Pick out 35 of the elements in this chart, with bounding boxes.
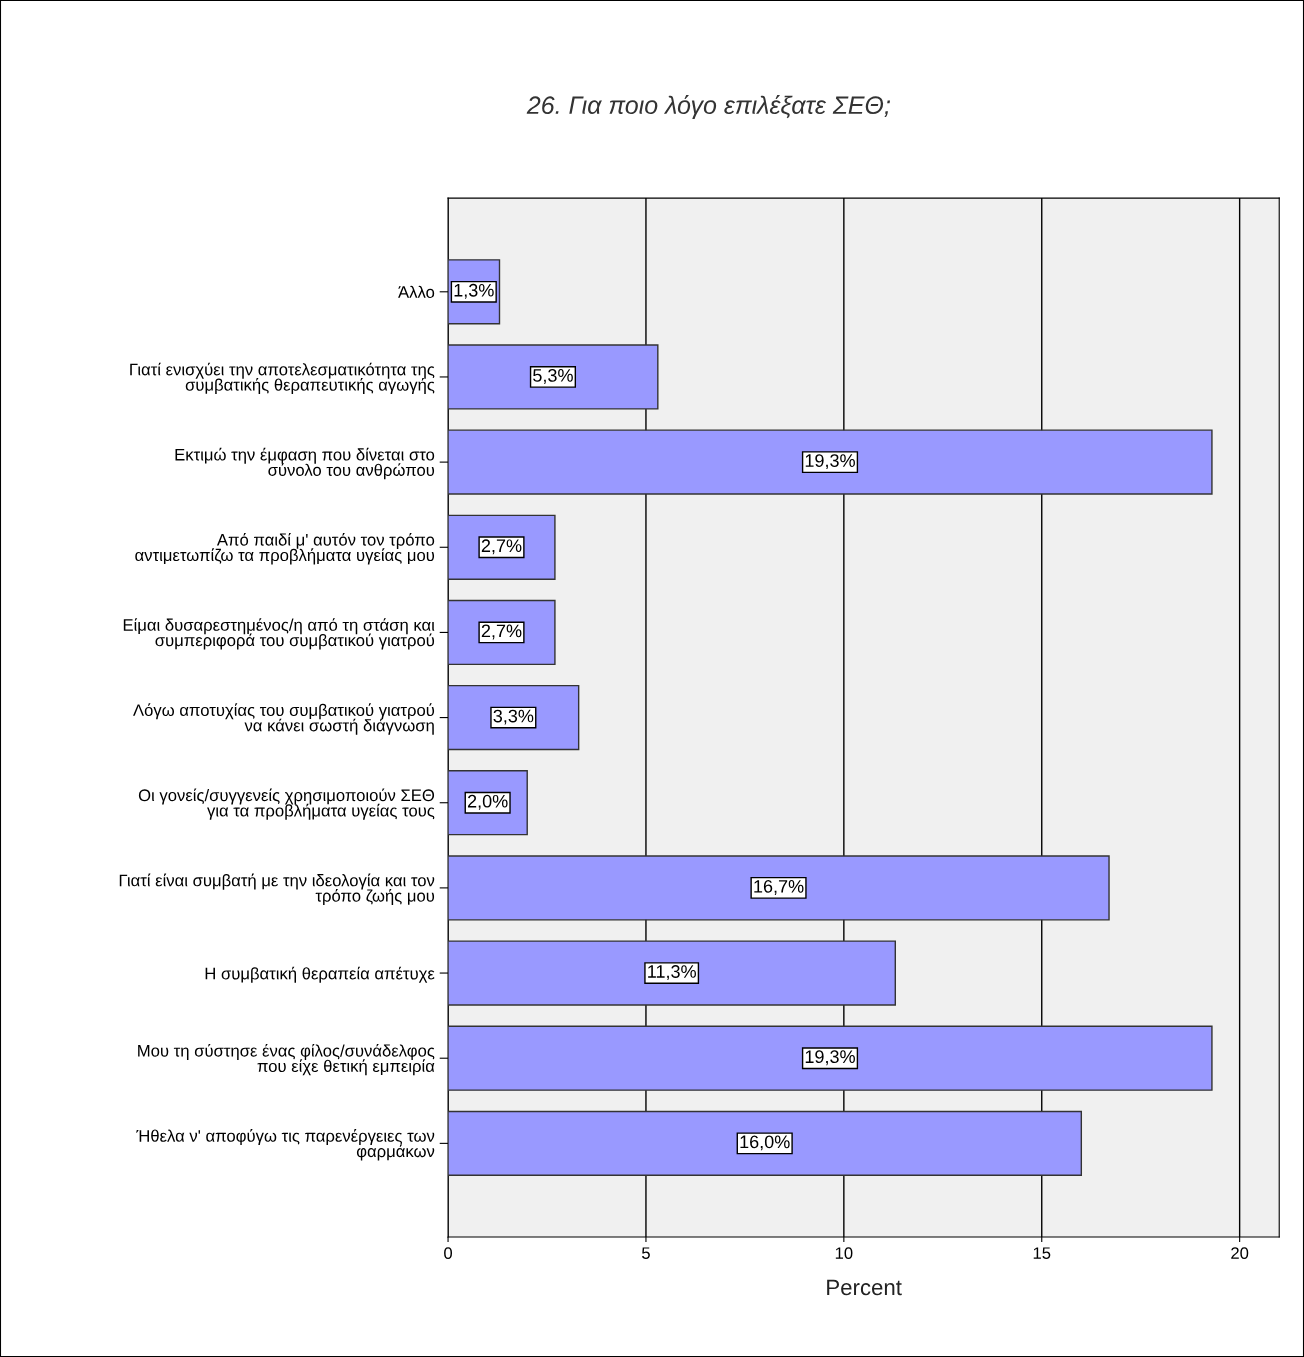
y-tick-label: Λόγω αποτυχίας του συμβατικού γιατρού να κάνει σωστή διάγνωση [133, 703, 435, 735]
x-tick-label: 10 [835, 1247, 853, 1260]
y-tick-label: Είμαι δυσαρεστημένος/η από τη στάση και συμπεριφορά του συμβατικού γιατρού [123, 618, 435, 650]
data-label: 2,7% [481, 624, 522, 640]
data-label: 2,0% [467, 794, 508, 810]
bar [448, 344, 659, 410]
chart-title: 26. Για ποιο λόγο επιλέξατε ΣΕΘ; [526, 94, 891, 119]
y-tick-label: Η συμβατική θεραπεία απέτυχε [205, 966, 435, 983]
x-tick-label: 20 [1231, 1247, 1249, 1260]
data-label: 16,0% [740, 1135, 790, 1151]
y-tick-label: Ήθελα ν' αποφύγω τις παρενέργειες των φαρμάκων [136, 1129, 435, 1161]
data-label: 19,3% [805, 1050, 855, 1066]
y-tick-label: Από παιδί μ' αυτόν τον τρόπο αντιμετωπίζω τα προβλήματα υγείας μου [135, 532, 435, 565]
data-label: 1,3% [454, 283, 494, 299]
y-tick-label: Οι γονείς/συγγενείς χρησιμοποιούν ΣΕΘ για τα προβλήματα υγείας τους [138, 788, 435, 820]
data-label: 16,7% [754, 879, 804, 895]
y-tick-label: Γιατί ενισχύει την αποτελεσματικότητα της συμβατικής θεραπευτικής αγωγής [130, 362, 435, 395]
bar [448, 940, 896, 1006]
x-tick-label: 5 [641, 1247, 650, 1260]
data-label: 5,3% [533, 369, 573, 384]
bar [448, 1110, 1083, 1176]
bar [448, 1025, 1213, 1091]
y-tick-label: Μου τη σύστησε ένας φίλος/συνάδελφος που είχε θετική εμπειρία [138, 1043, 435, 1076]
x-axis-title: Percent [827, 1279, 902, 1296]
data-label: 2,7% [481, 539, 522, 555]
data-label: 19,3% [805, 454, 855, 470]
data-label: 3,3% [493, 709, 534, 725]
y-tick-label: Άλλο [398, 285, 435, 298]
bar [448, 855, 1110, 921]
y-tick-label: Γιατί είναι συμβατή με την ιδεολογία και τον τρόπο ζωής μου [119, 873, 435, 906]
x-tick-label: 15 [1033, 1247, 1051, 1260]
bar [448, 429, 1213, 495]
x-tick-label: 0 [444, 1247, 453, 1260]
y-tick-label: Εκτιμώ την έμφαση που δίνεται στο σύνολο του ανθρώπου [175, 447, 435, 480]
data-label: 11,3% [648, 965, 696, 981]
